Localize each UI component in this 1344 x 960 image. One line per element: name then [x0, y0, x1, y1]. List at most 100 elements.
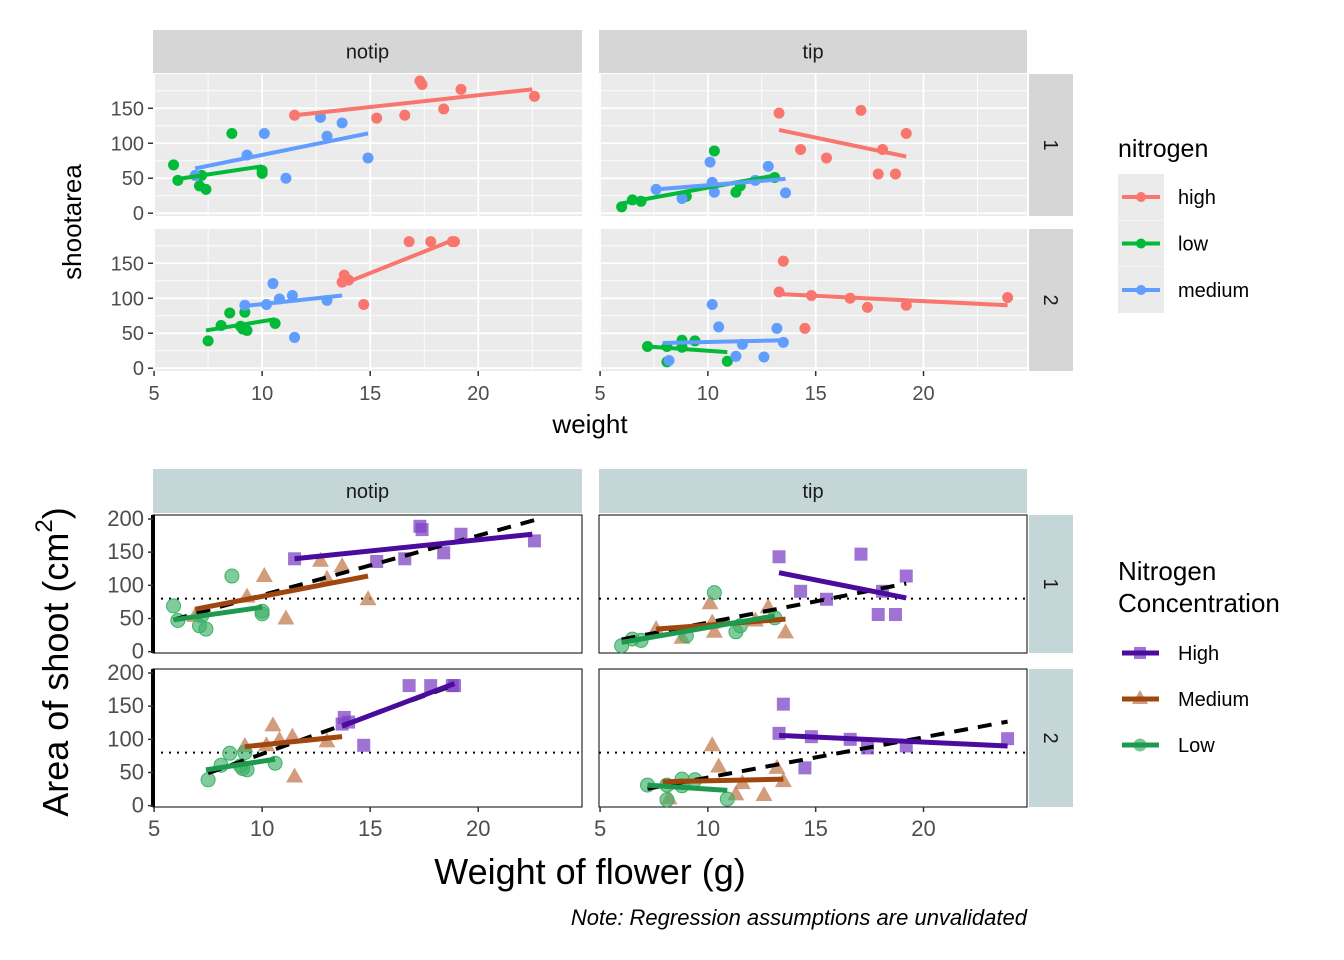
- y-tick-label: 0: [132, 639, 144, 664]
- y-tick-label: 100: [111, 133, 144, 155]
- point-medium: [703, 736, 721, 752]
- point-low: [166, 598, 182, 614]
- legend-key-point-medium: [1136, 285, 1146, 295]
- panel-background: [599, 74, 1027, 216]
- point-low: [721, 355, 733, 367]
- regression-line-high: [778, 292, 1008, 308]
- point-medium: [762, 160, 774, 172]
- x-axis-title: Weight of flower (g): [434, 851, 745, 892]
- y-tick-label: 0: [132, 793, 144, 818]
- x-tick-label: 10: [697, 383, 719, 405]
- point-high: [454, 527, 468, 541]
- facet-strip-tip: [599, 469, 1027, 513]
- point-low: [254, 606, 270, 622]
- x-tick-label: 10: [251, 383, 273, 405]
- point-high: [871, 608, 885, 622]
- panel-background: [153, 74, 582, 216]
- point-high: [455, 83, 467, 95]
- facet-label-notip: notip: [346, 42, 389, 64]
- point-high: [371, 112, 383, 124]
- x-tick-label: 10: [250, 816, 274, 841]
- panel-tip-2: 5 10 15 20: [594, 668, 1028, 841]
- point-low: [202, 335, 214, 347]
- regression-line-medium: [244, 734, 343, 750]
- legend-title-line: Nitrogen: [1118, 556, 1216, 586]
- x-tick-label: 20: [912, 383, 934, 405]
- y-tick-label: 100: [107, 572, 144, 597]
- point-high: [1002, 292, 1014, 304]
- facet-label-row-2: 2: [1039, 732, 1061, 743]
- legend-label-low: low: [1178, 234, 1209, 256]
- regression-line-low: [205, 756, 276, 773]
- point-high: [872, 168, 884, 180]
- y-axis-title-main: Area of shoot (cm: [35, 533, 76, 817]
- regression-line-low: [647, 782, 728, 793]
- x-tick-label: 20: [467, 383, 489, 405]
- point-high: [358, 299, 370, 311]
- point-high: [402, 679, 416, 693]
- x-axis-title: weight: [551, 409, 628, 439]
- point-high: [403, 236, 415, 248]
- facet-label-row-1: 1: [1039, 139, 1061, 150]
- legend-title: nitrogen: [1118, 135, 1208, 163]
- point-medium: [704, 156, 716, 168]
- y-tick-label: 50: [122, 323, 144, 345]
- x-tick-label: 20: [466, 816, 490, 841]
- point-low: [708, 145, 720, 157]
- panel-tip-1: [599, 74, 1027, 216]
- panel-tip-1: [598, 514, 1028, 654]
- point-medium: [710, 757, 728, 773]
- regression-line-medium: [662, 776, 784, 785]
- point-medium: [713, 321, 725, 333]
- regression-line-low: [621, 613, 776, 645]
- overall-regression-line: [172, 518, 535, 622]
- caption: Note: Regression assumptions are unvalid…: [571, 905, 1028, 930]
- point-high: [854, 547, 868, 561]
- point-high: [777, 255, 789, 267]
- y-tick-label: 0: [133, 203, 144, 225]
- y-tick-label: 150: [111, 253, 144, 275]
- y-tick-label: 100: [111, 288, 144, 310]
- legend-label-low: Low: [1178, 735, 1215, 757]
- y-tick-label: 0: [133, 358, 144, 380]
- regression-line-low: [173, 164, 263, 182]
- point-low: [224, 307, 236, 319]
- point-low: [659, 792, 675, 808]
- point-low: [222, 745, 238, 761]
- point-high: [399, 109, 411, 121]
- x-tick-label: 15: [359, 383, 381, 405]
- y-axis-title-end: ): [35, 507, 76, 519]
- point-high: [795, 144, 807, 156]
- point-medium: [258, 127, 270, 139]
- point-low: [256, 167, 268, 179]
- y-tick-label: 50: [120, 760, 144, 785]
- point-medium: [255, 567, 273, 583]
- point-high: [820, 152, 832, 164]
- y-tick-label: 200: [107, 506, 144, 531]
- point-medium: [730, 350, 742, 362]
- point-high: [425, 236, 437, 248]
- x-tick-label: 20: [911, 816, 935, 841]
- point-medium: [286, 767, 304, 783]
- point-low: [168, 159, 180, 171]
- facet-label-tip: tip: [802, 42, 823, 64]
- regression-line-high: [341, 681, 456, 729]
- point-high: [772, 550, 786, 564]
- legend-title-line: Concentration: [1118, 588, 1280, 618]
- regression-line-low: [647, 344, 728, 355]
- y-tick-label: 150: [111, 98, 144, 120]
- panel-background: [153, 229, 582, 371]
- regression-line-medium: [655, 176, 786, 192]
- point-medium: [277, 609, 295, 625]
- x-tick-label: 15: [805, 383, 827, 405]
- regression-line-low: [173, 604, 263, 623]
- x-tick-label: 5: [148, 816, 160, 841]
- legend-label-medium: Medium: [1178, 689, 1249, 711]
- point-medium: [264, 716, 282, 732]
- regression-line-high: [778, 732, 1008, 749]
- point-low: [719, 791, 735, 807]
- point-medium: [336, 117, 348, 129]
- point-high: [773, 107, 785, 119]
